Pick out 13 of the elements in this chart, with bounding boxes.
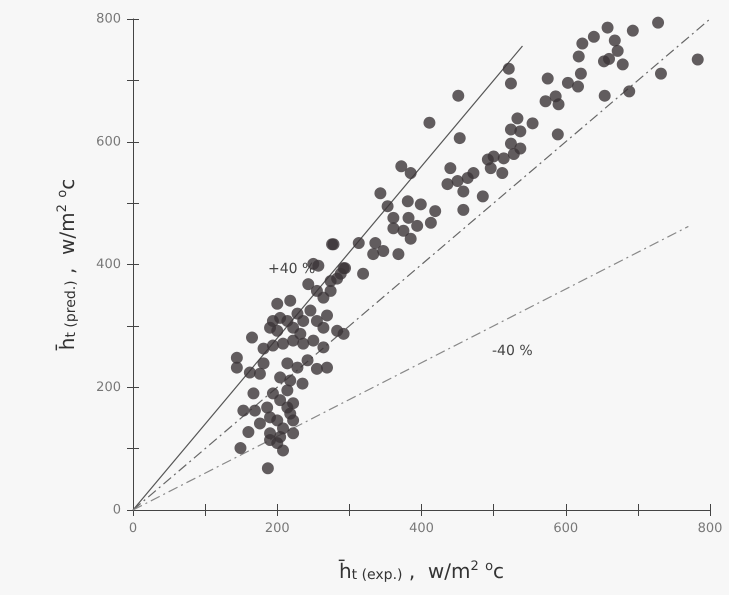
- x-tick-label: 400: [409, 521, 434, 536]
- annotation: +40 %: [268, 261, 316, 277]
- x-tick-label: 200: [264, 521, 290, 536]
- x-tick-label: 0: [128, 521, 138, 536]
- y-tick-label: 200: [96, 380, 121, 395]
- y-axis-title: h̄t (pred.) , w/m2 oc: [55, 178, 79, 350]
- x-tick-label: 800: [698, 521, 722, 536]
- y-tick-label: 800: [96, 12, 121, 26]
- annotation: -40 %: [492, 343, 533, 359]
- y-tick-label: 400: [96, 257, 121, 272]
- y-tick-label: 600: [96, 134, 121, 150]
- x-tick-label: 600: [553, 521, 578, 536]
- y-tick-label: 0: [112, 502, 121, 518]
